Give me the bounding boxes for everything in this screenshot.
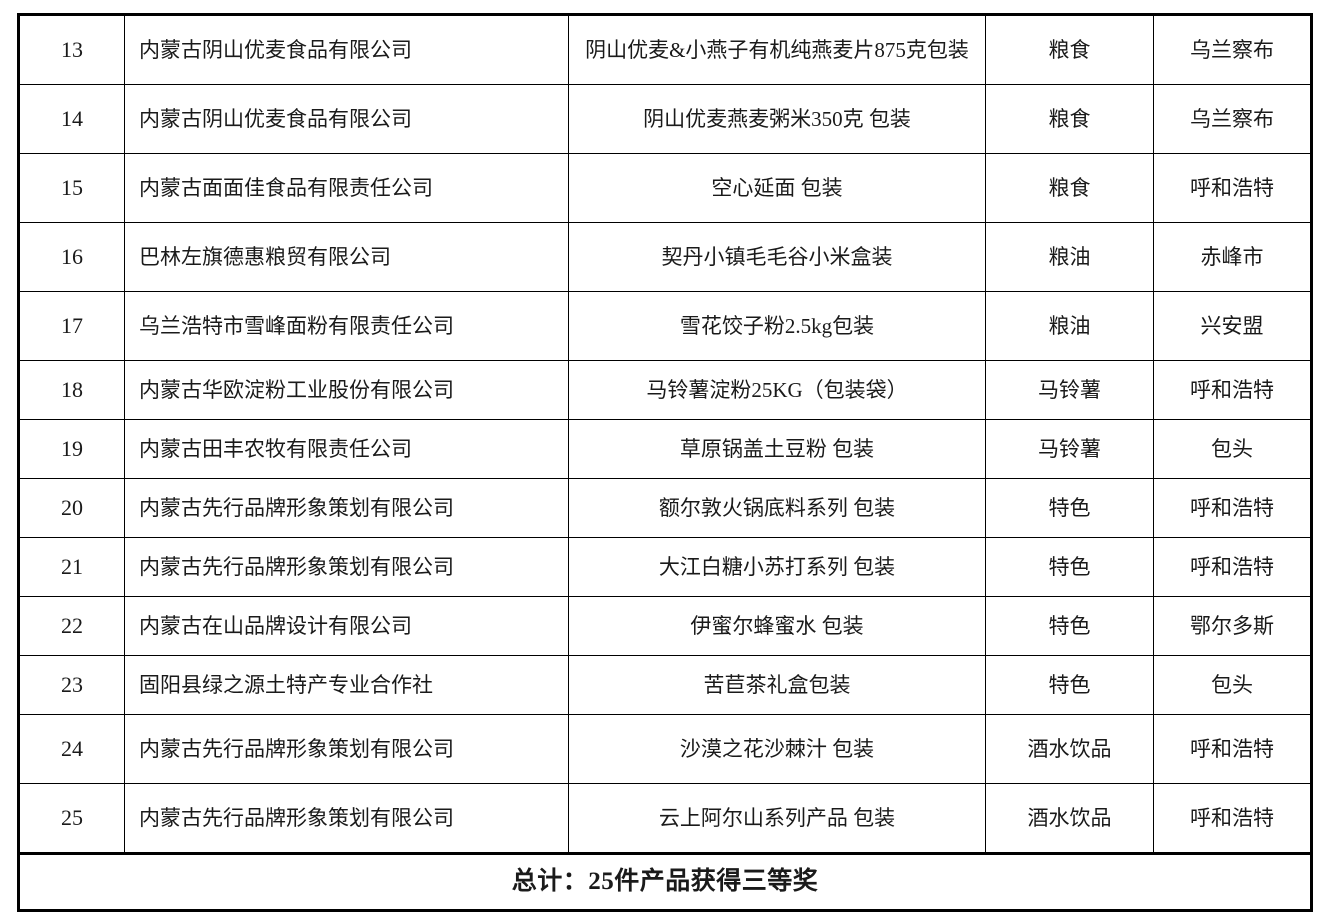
table-row: 21 内蒙古先行品牌形象策划有限公司 大江白糖小苏打系列 包装 特色 呼和浩特 xyxy=(18,537,1312,597)
cell-product: 云上阿尔山系列产品 包装 xyxy=(568,783,986,854)
cell-company: 内蒙古田丰农牧有限责任公司 xyxy=(124,419,569,479)
cell-region: 呼和浩特 xyxy=(1153,714,1312,784)
cell-product: 伊蜜尔蜂蜜水 包装 xyxy=(568,596,986,656)
cell-company: 乌兰浩特市雪峰面粉有限责任公司 xyxy=(124,291,569,361)
cell-product: 额尔敦火锅底料系列 包装 xyxy=(568,478,986,538)
cell-index: 13 xyxy=(18,14,125,85)
cell-region: 赤峰市 xyxy=(1153,222,1312,292)
cell-region: 乌兰察布 xyxy=(1153,14,1312,85)
cell-index: 16 xyxy=(18,222,125,292)
cell-company: 巴林左旗德惠粮贸有限公司 xyxy=(124,222,569,292)
cell-company: 内蒙古阴山优麦食品有限公司 xyxy=(124,84,569,154)
cell-category: 特色 xyxy=(985,478,1154,538)
cell-index: 22 xyxy=(18,596,125,656)
table-row: 17 乌兰浩特市雪峰面粉有限责任公司 雪花饺子粉2.5kg包装 粮油 兴安盟 xyxy=(18,291,1312,361)
cell-category: 粮食 xyxy=(985,84,1154,154)
cell-product: 雪花饺子粉2.5kg包装 xyxy=(568,291,986,361)
cell-index: 23 xyxy=(18,655,125,715)
cell-region: 呼和浩特 xyxy=(1153,783,1312,854)
cell-index: 17 xyxy=(18,291,125,361)
cell-index: 25 xyxy=(18,783,125,854)
table-row: 23 固阳县绿之源土特产专业合作社 苦苣茶礼盒包装 特色 包头 xyxy=(18,655,1312,715)
cell-product: 阴山优麦&小燕子有机纯燕麦片875克包装 xyxy=(568,14,986,85)
cell-index: 18 xyxy=(18,360,125,420)
cell-company: 内蒙古先行品牌形象策划有限公司 xyxy=(124,783,569,854)
cell-product: 契丹小镇毛毛谷小米盒装 xyxy=(568,222,986,292)
cell-category: 粮油 xyxy=(985,291,1154,361)
table-row: 19 内蒙古田丰农牧有限责任公司 草原锅盖土豆粉 包装 马铃薯 包头 xyxy=(18,419,1312,479)
cell-category: 马铃薯 xyxy=(985,419,1154,479)
cell-index: 15 xyxy=(18,153,125,223)
cell-region: 呼和浩特 xyxy=(1153,153,1312,223)
cell-category: 粮油 xyxy=(985,222,1154,292)
table-row: 18 内蒙古华欧淀粉工业股份有限公司 马铃薯淀粉25KG（包装袋） 马铃薯 呼和… xyxy=(18,360,1312,420)
cell-category: 粮食 xyxy=(985,153,1154,223)
cell-category: 特色 xyxy=(985,655,1154,715)
cell-region: 兴安盟 xyxy=(1153,291,1312,361)
cell-product: 空心延面 包装 xyxy=(568,153,986,223)
cell-region: 包头 xyxy=(1153,655,1312,715)
cell-company: 内蒙古在山品牌设计有限公司 xyxy=(124,596,569,656)
cell-index: 14 xyxy=(18,84,125,154)
cell-region: 鄂尔多斯 xyxy=(1153,596,1312,656)
cell-region: 包头 xyxy=(1153,419,1312,479)
cell-region: 呼和浩特 xyxy=(1153,360,1312,420)
table-body: 13 内蒙古阴山优麦食品有限公司 阴山优麦&小燕子有机纯燕麦片875克包装 粮食… xyxy=(18,14,1312,911)
cell-region: 乌兰察布 xyxy=(1153,84,1312,154)
cell-product: 马铃薯淀粉25KG（包装袋） xyxy=(568,360,986,420)
cell-company: 固阳县绿之源土特产专业合作社 xyxy=(124,655,569,715)
cell-index: 21 xyxy=(18,537,125,597)
cell-region: 呼和浩特 xyxy=(1153,478,1312,538)
cell-company: 内蒙古先行品牌形象策划有限公司 xyxy=(124,537,569,597)
cell-category: 酒水饮品 xyxy=(985,714,1154,784)
cell-company: 内蒙古面面佳食品有限责任公司 xyxy=(124,153,569,223)
cell-category: 酒水饮品 xyxy=(985,783,1154,854)
cell-category: 马铃薯 xyxy=(985,360,1154,420)
cell-product: 草原锅盖土豆粉 包装 xyxy=(568,419,986,479)
table-row: 15 内蒙古面面佳食品有限责任公司 空心延面 包装 粮食 呼和浩特 xyxy=(18,153,1312,223)
cell-index: 24 xyxy=(18,714,125,784)
cell-company: 内蒙古华欧淀粉工业股份有限公司 xyxy=(124,360,569,420)
table-row: 20 内蒙古先行品牌形象策划有限公司 额尔敦火锅底料系列 包装 特色 呼和浩特 xyxy=(18,478,1312,538)
cell-product: 沙漠之花沙棘汁 包装 xyxy=(568,714,986,784)
table-row: 24 内蒙古先行品牌形象策划有限公司 沙漠之花沙棘汁 包装 酒水饮品 呼和浩特 xyxy=(18,714,1312,784)
award-results-table: 13 内蒙古阴山优麦食品有限公司 阴山优麦&小燕子有机纯燕麦片875克包装 粮食… xyxy=(17,13,1313,912)
cell-category: 特色 xyxy=(985,596,1154,656)
total-summary-text: 总计：25件产品获得三等奖 xyxy=(18,852,1312,911)
cell-product: 苦苣茶礼盒包装 xyxy=(568,655,986,715)
table-row: 13 内蒙古阴山优麦食品有限公司 阴山优麦&小燕子有机纯燕麦片875克包装 粮食… xyxy=(18,14,1312,85)
cell-company: 内蒙古阴山优麦食品有限公司 xyxy=(124,14,569,85)
table-row: 22 内蒙古在山品牌设计有限公司 伊蜜尔蜂蜜水 包装 特色 鄂尔多斯 xyxy=(18,596,1312,656)
cell-category: 粮食 xyxy=(985,14,1154,85)
table-row: 16 巴林左旗德惠粮贸有限公司 契丹小镇毛毛谷小米盒装 粮油 赤峰市 xyxy=(18,222,1312,292)
cell-index: 19 xyxy=(18,419,125,479)
cell-product: 阴山优麦燕麦粥米350克 包装 xyxy=(568,84,986,154)
cell-category: 特色 xyxy=(985,537,1154,597)
cell-company: 内蒙古先行品牌形象策划有限公司 xyxy=(124,478,569,538)
cell-region: 呼和浩特 xyxy=(1153,537,1312,597)
cell-company: 内蒙古先行品牌形象策划有限公司 xyxy=(124,714,569,784)
table-total-row: 总计：25件产品获得三等奖 xyxy=(18,852,1312,911)
cell-index: 20 xyxy=(18,478,125,538)
table-row: 25 内蒙古先行品牌形象策划有限公司 云上阿尔山系列产品 包装 酒水饮品 呼和浩… xyxy=(18,783,1312,854)
table-row: 14 内蒙古阴山优麦食品有限公司 阴山优麦燕麦粥米350克 包装 粮食 乌兰察布 xyxy=(18,84,1312,154)
cell-product: 大江白糖小苏打系列 包装 xyxy=(568,537,986,597)
